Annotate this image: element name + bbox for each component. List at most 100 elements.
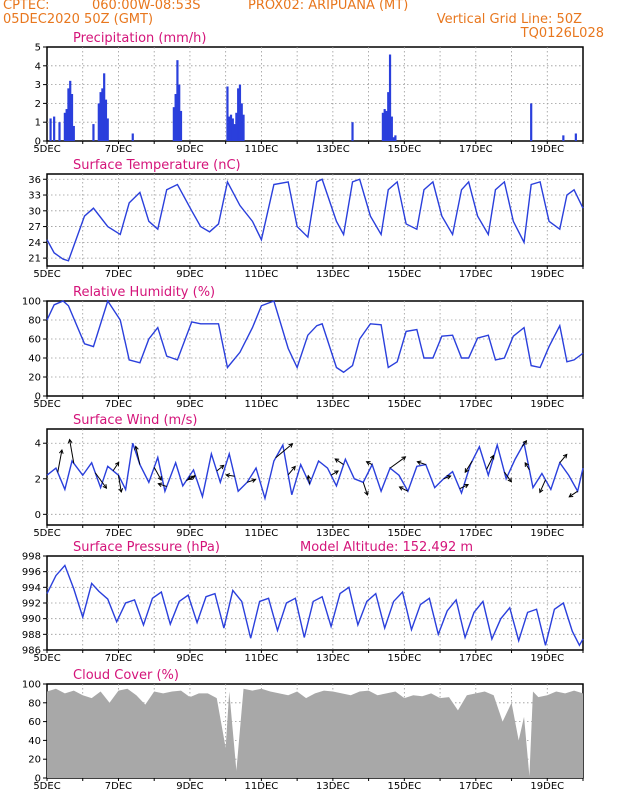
x-tick-label-precip: 9DEC [176, 144, 203, 155]
precip-bar [99, 92, 102, 141]
wind-arrow-head [365, 461, 371, 466]
wind-arrow [117, 475, 122, 493]
panel-frame-wind [46, 428, 584, 526]
wind-arrow-head [157, 482, 163, 487]
y-tick-label-rh: 80 [28, 316, 41, 327]
x-tick-label-temp: 13DEC [316, 269, 350, 280]
y-tick-label-cloud: 0 [35, 774, 41, 785]
x-tick-label-temp: 7DEC [105, 269, 132, 280]
precip-bar [574, 133, 577, 141]
y-tick-label-press: 990 [22, 614, 41, 625]
wind-arrow-head [219, 464, 225, 470]
series-line-wind [46, 441, 584, 502]
y-tick-label-press: 996 [22, 567, 41, 578]
y-tick-label-precip: 1 [35, 118, 41, 129]
precip-bar [562, 135, 565, 141]
wind-arrow [559, 454, 568, 464]
x-tick-label-cloud: 19DEC [530, 781, 564, 792]
precip-bar [97, 103, 100, 141]
wind-arrow [503, 471, 512, 483]
x-tick-label-precip: 11DEC [245, 144, 279, 155]
precip-bar [229, 114, 233, 141]
precip-bar [174, 94, 177, 141]
wind-arrow [94, 472, 107, 489]
x-tick-label-press: 17DEC [459, 653, 493, 664]
x-tick-label-temp: 9DEC [176, 269, 203, 280]
wind-arrow-head [464, 468, 469, 474]
y-tick-label-temp: 30 [28, 206, 41, 217]
wind-arrow-head [334, 458, 340, 463]
wind-arrow-head [398, 486, 404, 491]
precip-bar [240, 103, 243, 141]
x-tick-label-precip: 15DEC [387, 144, 421, 155]
wind-arrow-head [59, 448, 64, 454]
x-tick-label-wind: 19DEC [530, 528, 564, 539]
x-tick-label-precip: 5DEC [33, 144, 60, 155]
precip-bar [63, 112, 66, 141]
x-tick-label-rh: 13DEC [316, 399, 350, 410]
precip-bar [131, 133, 134, 141]
y-tick-label-cloud: 100 [22, 680, 41, 691]
panel-title-press: Surface Pressure (hPa) [73, 540, 220, 555]
y-tick-label-cloud: 80 [28, 698, 41, 709]
wind-arrow [307, 475, 311, 485]
header-coords: 060:00W-08:53S [92, 0, 201, 13]
x-tick-label-wind: 17DEC [459, 528, 493, 539]
y-tick-label-temp: 21 [28, 254, 41, 265]
wind-arrow-head [306, 474, 312, 480]
wind-arrow-head [524, 461, 529, 467]
x-tick-label-press: 15DEC [387, 653, 421, 664]
precip-bar [381, 112, 384, 141]
precip-bar [392, 137, 395, 141]
wind-arrow [464, 460, 473, 473]
wind-arrow [524, 462, 530, 471]
wind-arrow [153, 467, 162, 481]
wind-arrow-head [401, 456, 407, 461]
y-tick-label-rh: 100 [22, 297, 41, 308]
wind-arrow-head [157, 475, 162, 481]
y-tick-label-press: 994 [22, 583, 41, 594]
x-tick-label-rh: 19DEC [530, 399, 564, 410]
x-tick-label-cloud: 11DEC [245, 781, 279, 792]
wind-arrow-head [507, 477, 512, 483]
cloud-cover-area [47, 688, 583, 778]
wind-arrow-head [446, 475, 452, 480]
wind-arrow-head [134, 445, 139, 451]
y-tick-label-temp: 33 [28, 191, 41, 202]
wind-arrow [287, 466, 296, 476]
header-grid-note: Vertical Grid Line: 50Z [436, 12, 582, 27]
precip-bar [103, 73, 106, 141]
y-tick-label-precip: 5 [35, 43, 41, 54]
wind-arrow [69, 439, 75, 464]
y-tick-label-temp: 36 [28, 175, 41, 186]
precip-bar [233, 124, 236, 141]
x-tick-label-temp: 11DEC [245, 269, 279, 280]
wind-arrow [389, 456, 406, 469]
precip-bar [72, 125, 75, 141]
y-tick-label-rh: 40 [28, 354, 41, 365]
x-tick-label-rh: 9DEC [176, 399, 203, 410]
wind-arrow [568, 490, 578, 498]
header-code: TQ0126L028 [520, 26, 604, 41]
x-tick-label-press: 5DEC [33, 653, 60, 664]
y-tick-label-rh: 20 [28, 373, 41, 384]
wind-arrow [226, 474, 235, 477]
x-tick-label-temp: 19DEC [530, 269, 564, 280]
wind-arrow [158, 483, 167, 487]
y-tick-label-cloud: 20 [28, 755, 41, 766]
panel-title-wind: Surface Wind (m/s) [73, 413, 197, 428]
series-line-rh [46, 299, 584, 374]
precip-bar [238, 84, 242, 141]
precip-bar [176, 60, 179, 141]
wind-arrow-head [416, 460, 422, 466]
precip-bar [387, 92, 390, 141]
precip-bar [101, 88, 104, 141]
wind-arrow-head [291, 465, 296, 471]
precip-bar [106, 118, 109, 141]
header-source: CPTEC: [3, 0, 50, 13]
x-tick-label-press: 13DEC [316, 653, 350, 664]
y-tick-label-cloud: 40 [28, 736, 41, 747]
precip-bar [69, 80, 72, 141]
precip-bar [104, 99, 108, 141]
